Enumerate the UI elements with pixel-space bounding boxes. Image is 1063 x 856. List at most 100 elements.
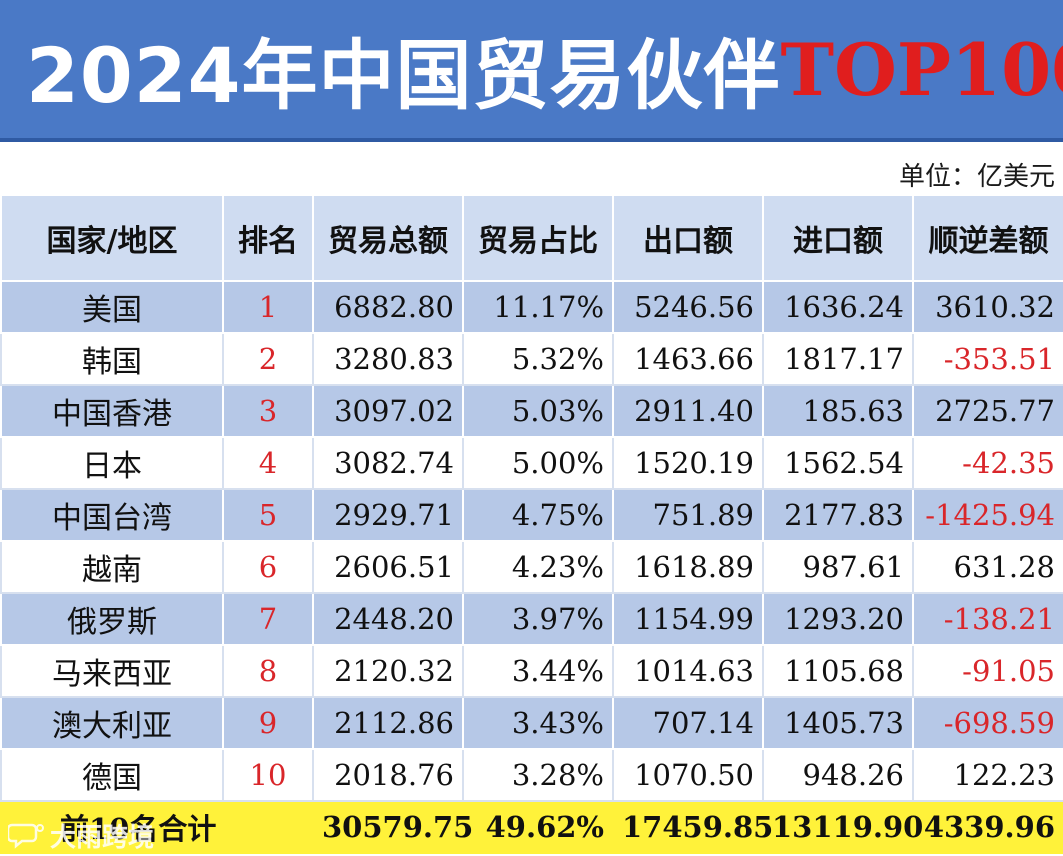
table-row: 德国 10 2018.76 3.28% 1070.50 948.26 122.23 xyxy=(0,748,1063,802)
table-header-row: 国家/地区 排名 贸易总额 贸易占比 出口额 进口额 顺逆差额 xyxy=(0,194,1063,282)
table-row: 中国台湾 5 2929.71 4.75% 751.89 2177.83 -1425.94 xyxy=(0,488,1063,542)
export-value: 1520.19 xyxy=(612,436,764,490)
watermark: 大雨跨境 xyxy=(6,816,155,854)
trade-total: 6882.80 xyxy=(312,280,464,334)
trade-share: 4.23% xyxy=(462,540,614,594)
rank: 4 xyxy=(222,436,314,490)
country-name: 澳大利亚 xyxy=(0,696,224,750)
table-row: 中国香港 3 3097.02 5.03% 2911.40 185.63 2725.77 xyxy=(0,384,1063,438)
trade-share: 3.43% xyxy=(462,696,614,750)
trade-total: 3280.83 xyxy=(312,332,464,386)
page-title-main: 2024年中国贸易伙伴 xyxy=(26,31,781,120)
export-value: 2911.40 xyxy=(612,384,764,438)
rank: 6 xyxy=(222,540,314,594)
table-row: 澳大利亚 9 2112.86 3.43% 707.14 1405.73 -698.59 xyxy=(0,696,1063,750)
total-row: 前10名合计 30579.75 49.62% 17459.85 13119.90… xyxy=(0,800,1063,854)
country-name: 韩国 xyxy=(0,332,224,386)
rank: 8 xyxy=(222,644,314,698)
export-value: 1463.66 xyxy=(612,332,764,386)
balance-value: -1425.94 xyxy=(912,488,1063,542)
trade-total: 2448.20 xyxy=(312,592,464,646)
page-title-highlight: TOP100 xyxy=(780,26,1063,112)
header-import: 进口额 xyxy=(762,194,914,282)
table-row: 日本 4 3082.74 5.00% 1520.19 1562.54 -42.35 xyxy=(0,436,1063,490)
country-name: 马来西亚 xyxy=(0,644,224,698)
rank: 9 xyxy=(222,696,314,750)
trade-share: 5.03% xyxy=(462,384,614,438)
table-row: 俄罗斯 7 2448.20 3.97% 1154.99 1293.20 -138.21 xyxy=(0,592,1063,646)
table-row: 马来西亚 8 2120.32 3.44% 1014.63 1105.68 -91.05 xyxy=(0,644,1063,698)
export-value: 1618.89 xyxy=(612,540,764,594)
balance-value: -42.35 xyxy=(912,436,1063,490)
export-value: 1154.99 xyxy=(612,592,764,646)
export-value: 5246.56 xyxy=(612,280,764,334)
export-value: 707.14 xyxy=(612,696,764,750)
table-row: 韩国 2 3280.83 5.32% 1463.66 1817.17 -353.51 xyxy=(0,332,1063,386)
trade-total: 2018.76 xyxy=(312,748,464,802)
header-export: 出口额 xyxy=(612,194,764,282)
country-name: 中国台湾 xyxy=(0,488,224,542)
page-title: 2024年中国贸易伙伴TOP100 xyxy=(26,14,1063,124)
rank: 5 xyxy=(222,488,314,542)
country-name: 越南 xyxy=(0,540,224,594)
export-value: 751.89 xyxy=(612,488,764,542)
trade-share: 11.17% xyxy=(462,280,614,334)
header-share: 贸易占比 xyxy=(462,194,614,282)
table-row: 越南 6 2606.51 4.23% 1618.89 987.61 631.28 xyxy=(0,540,1063,594)
trade-share: 3.28% xyxy=(462,748,614,802)
country-name: 中国香港 xyxy=(0,384,224,438)
total-rank-cell xyxy=(222,800,314,854)
balance-value: 631.28 xyxy=(912,540,1063,594)
rank: 3 xyxy=(222,384,314,438)
balance-value: -91.05 xyxy=(912,644,1063,698)
country-name: 俄罗斯 xyxy=(0,592,224,646)
unit-row: 单位：亿美元 xyxy=(0,146,1063,194)
total-trade-total: 30579.75 xyxy=(312,800,473,854)
title-banner: 2024年中国贸易伙伴TOP100 xyxy=(0,0,1063,142)
trade-total: 2929.71 xyxy=(312,488,464,542)
import-value: 948.26 xyxy=(762,748,914,802)
import-value: 1636.24 xyxy=(762,280,914,334)
import-value: 987.61 xyxy=(762,540,914,594)
table-row: 美国 1 6882.80 11.17% 5246.56 1636.24 3610.32 xyxy=(0,280,1063,334)
total-trade-share: 49.62% xyxy=(462,800,614,854)
header-balance: 顺逆差额 xyxy=(912,194,1063,282)
balance-value: -698.59 xyxy=(912,696,1063,750)
trade-share: 5.32% xyxy=(462,332,614,386)
import-value: 1405.73 xyxy=(762,696,914,750)
trade-total: 2120.32 xyxy=(312,644,464,698)
rank: 1 xyxy=(222,280,314,334)
total-label: 前10名合计 xyxy=(0,800,224,854)
import-value: 1562.54 xyxy=(762,436,914,490)
import-value: 185.63 xyxy=(762,384,914,438)
import-value: 1293.20 xyxy=(762,592,914,646)
total-export: 17459.85 xyxy=(612,800,773,854)
total-balance: 4339.96 xyxy=(912,800,1063,854)
unit-label: 单位：亿美元 xyxy=(898,162,1055,192)
rank: 10 xyxy=(222,748,314,802)
trade-share: 3.44% xyxy=(462,644,614,698)
trade-total: 3097.02 xyxy=(312,384,464,438)
country-name: 美国 xyxy=(0,280,224,334)
trade-share: 3.97% xyxy=(462,592,614,646)
trade-share: 5.00% xyxy=(462,436,614,490)
header-country: 国家/地区 xyxy=(0,194,224,282)
chat-bubble-logo-icon xyxy=(6,821,44,849)
trade-total: 3082.74 xyxy=(312,436,464,490)
import-value: 2177.83 xyxy=(762,488,914,542)
trade-total: 2606.51 xyxy=(312,540,464,594)
rank: 2 xyxy=(222,332,314,386)
balance-value: 122.23 xyxy=(912,748,1063,802)
country-name: 德国 xyxy=(0,748,224,802)
total-import: 13119.90 xyxy=(762,800,923,854)
import-value: 1817.17 xyxy=(762,332,914,386)
trade-share: 4.75% xyxy=(462,488,614,542)
header-total: 贸易总额 xyxy=(312,194,464,282)
balance-value: -353.51 xyxy=(912,332,1063,386)
watermark-text: 大雨跨境 xyxy=(50,822,155,853)
rank: 7 xyxy=(222,592,314,646)
balance-value: 2725.77 xyxy=(912,384,1063,438)
trade-total: 2112.86 xyxy=(312,696,464,750)
country-name: 日本 xyxy=(0,436,224,490)
balance-value: -138.21 xyxy=(912,592,1063,646)
